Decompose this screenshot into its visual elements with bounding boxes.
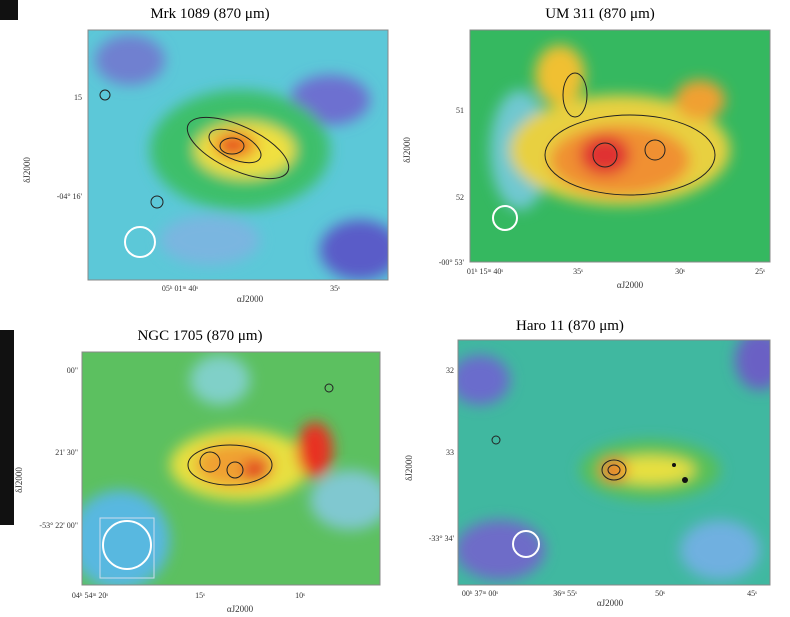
y-tick-label: -33° 34' xyxy=(429,534,455,543)
x-tick-label: 05ʰ 01ᵐ 40ˢ xyxy=(162,284,198,293)
map xyxy=(70,352,390,590)
map xyxy=(450,330,785,585)
y-tick-label: 52 xyxy=(456,193,464,202)
figure: Mrk 1089 (870 μm) 15 -04° 16' 05ʰ 01ᵐ 40ˢ 35… xyxy=(0,0,790,617)
x-tick-label: 01ʰ 15ᵐ 40ˢ xyxy=(467,267,503,276)
y-tick-label: -00° 53' xyxy=(439,258,465,267)
edge-artifact xyxy=(0,330,14,525)
y-tick-label: 51 xyxy=(456,106,464,115)
x-tick-label: 35ˢ xyxy=(330,284,340,293)
y-tick-label: -04° 16' xyxy=(57,192,83,201)
y-tick-label: 33 xyxy=(446,448,454,457)
y-tick-label: -53° 22' 00" xyxy=(39,521,78,530)
x-tick-label: 25ˢ xyxy=(755,267,765,276)
x-axis-label: αJ2000 xyxy=(227,604,254,614)
y-axis-label: δJ2000 xyxy=(22,157,32,183)
map xyxy=(88,30,400,280)
x-tick-label: 00ʰ 37ᵐ 00ˢ xyxy=(462,589,498,598)
x-tick-label: 36ᵐ 55ˢ xyxy=(553,589,577,598)
y-tick-label: 32 xyxy=(446,366,454,375)
x-tick-label: 35ˢ xyxy=(573,267,583,276)
x-tick-label: 10ˢ xyxy=(295,591,305,600)
y-tick-label: 15 xyxy=(74,93,82,102)
y-axis-label: δJ2000 xyxy=(402,137,412,163)
x-tick-label: 50ˢ xyxy=(655,589,665,598)
panel-title: Haro 11 (870 μm) xyxy=(516,318,624,334)
y-axis-label: δJ2000 xyxy=(14,467,24,493)
x-axis-label: αJ2000 xyxy=(617,280,644,290)
x-tick-label: 04ʰ 54ᵐ 20ˢ xyxy=(72,591,108,600)
map xyxy=(470,30,770,262)
y-tick-label: 00" xyxy=(67,366,78,375)
edge-artifact xyxy=(0,0,18,20)
y-axis-label: δJ2000 xyxy=(404,455,414,481)
panel-title: Mrk 1089 (870 μm) xyxy=(150,6,269,22)
x-tick-label: 30ˢ xyxy=(675,267,685,276)
x-axis-label: αJ2000 xyxy=(237,294,264,304)
x-tick-label: 15ˢ xyxy=(195,591,205,600)
y-tick-label: 21' 30" xyxy=(55,448,78,457)
panel-title: UM 311 (870 μm) xyxy=(545,6,655,22)
x-axis-label: αJ2000 xyxy=(597,598,624,608)
panel-title: NGC 1705 (870 μm) xyxy=(137,328,262,344)
x-tick-label: 45ˢ xyxy=(747,589,757,598)
